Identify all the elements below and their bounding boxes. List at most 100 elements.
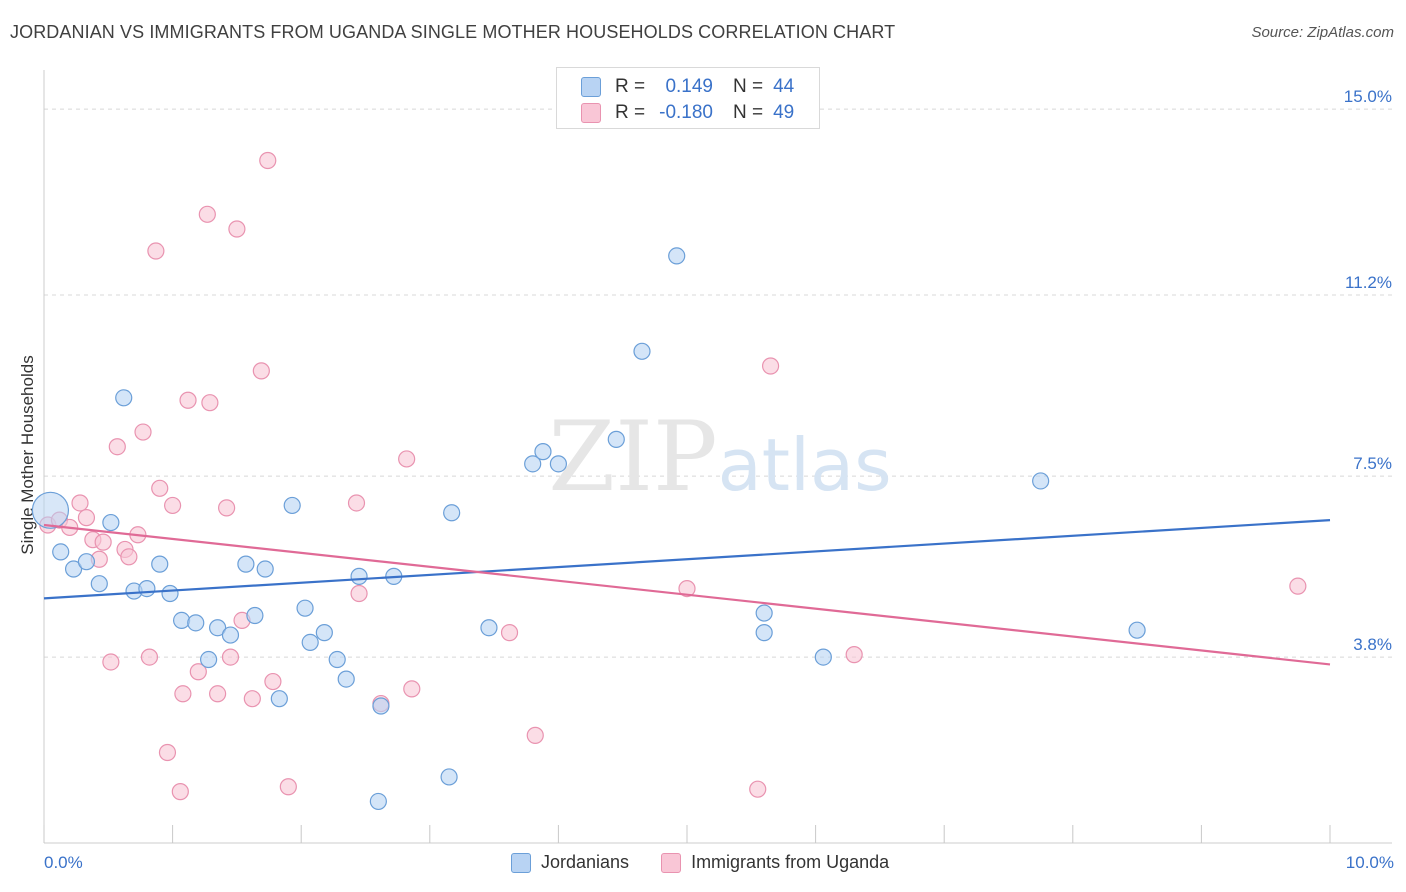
r-label: R = [615,76,646,97]
jordanian-point [296,599,314,617]
jordanian-point [1032,472,1050,490]
watermark-atlas: atlas [718,423,892,507]
jordanian-point [102,513,120,532]
r-value: -0.180 [659,102,713,123]
jordanian-point [755,604,773,622]
jordanian-point [350,567,368,585]
watermark-zip: ZIP [548,401,717,513]
r-value: 0.149 [665,76,713,97]
jordanian-point [337,670,355,688]
jordanian-point [524,455,542,473]
n-label: N = [733,76,764,97]
legend-item-jordanians[interactable]: Jordanians [511,852,629,873]
uganda-point [279,778,297,796]
legend-swatch-pink [661,852,682,873]
jordanian-point [443,504,461,522]
uganda-point [221,648,240,666]
jordanian-point [534,443,552,461]
uganda-point [398,450,416,468]
uganda-point [71,494,89,512]
r-label: R = [615,102,646,123]
jordanian-point [607,430,625,448]
legend-item-uganda[interactable]: Immigrants from Uganda [661,852,889,873]
uganda-point [347,494,366,512]
series-jordanians-points [31,247,1146,811]
trend-lines [43,519,1331,666]
jordanian-point [633,342,651,360]
uganda-point [259,151,277,170]
y-tick-label: 11.2% [1345,273,1392,293]
uganda-point [403,680,421,698]
watermark: ZIPatlas [548,401,891,513]
uganda-point [201,394,219,412]
uganda-point [179,391,197,409]
uganda-point [209,685,227,703]
legend-label-uganda: Immigrants from Uganda [691,852,890,872]
jordanian-point [270,690,288,708]
jordanian-point [315,624,333,642]
uganda-point [243,690,261,708]
uganda-point [151,479,169,497]
y-tick-label: 7.5% [1353,454,1392,474]
uganda-point [350,584,368,603]
y-tick-label: 3.8% [1353,635,1392,655]
jordanian-point [52,543,70,561]
jordanian-point [755,624,773,642]
uganda-point [140,648,159,666]
uganda-point [198,205,216,223]
jordanian-point [372,697,390,715]
jordanian-point [173,611,191,629]
jordanian-point [440,768,458,786]
legend-swatch-blue [511,852,531,873]
jordanian-point [90,575,108,593]
n-value: 44 [773,76,795,97]
source-label: Source: ZipAtlas.com [1251,24,1394,41]
jordanian-point [246,606,264,625]
uganda-trend-line [43,523,1331,666]
jordanian-point [77,553,96,571]
jordanian-point [814,648,832,666]
n-label: N = [733,102,764,123]
uganda-point [526,726,544,744]
jordanian-point [256,560,274,578]
uganda-point [147,242,165,260]
uganda-point [158,743,177,762]
uganda-point [264,672,282,691]
uganda-point [1289,577,1307,595]
jordanians-trend-line [43,519,1331,600]
jordanian-point [668,247,686,265]
jordanian-point [151,555,169,573]
uganda-point [164,496,182,515]
jordanian-point [301,633,319,652]
uganda-point [228,220,246,238]
jordanian-point [328,650,346,669]
jordanian-point [209,619,227,637]
uganda-point [678,579,696,598]
legend-label-jordanians: Jordanians [541,852,630,872]
uganda-point [102,653,120,671]
legend-swatch-pink [581,103,601,123]
uganda-point [171,783,189,801]
jordanian-point [161,584,179,603]
legend-swatch-blue [581,77,601,97]
uganda-point [761,357,780,375]
chart-title: JORDANIAN VS IMMIGRANTS FROM UGANDA SING… [10,22,896,42]
jordanian-point [549,455,568,473]
jordanian-point [221,626,240,644]
jordanian-point [237,555,255,573]
uganda-point [252,362,270,380]
legend-row-uganda: R = -0.180 N = 49 [581,101,794,125]
y-tick-label: 15.0% [1343,87,1392,107]
jordanian-point [283,496,301,515]
series-legend: Jordanians Immigrants from Uganda [511,852,921,873]
jordanian-point [200,650,218,669]
jordanian-point [187,614,205,632]
jordanian-point [480,619,498,637]
uganda-point [94,533,112,551]
uganda-point [108,438,126,456]
uganda-point [500,624,519,642]
correlation-legend: R = 0.149 N = 44 R = -0.180 N = 49 [556,67,820,129]
uganda-point [189,663,207,681]
uganda-point [120,548,138,566]
axes [43,70,1392,844]
